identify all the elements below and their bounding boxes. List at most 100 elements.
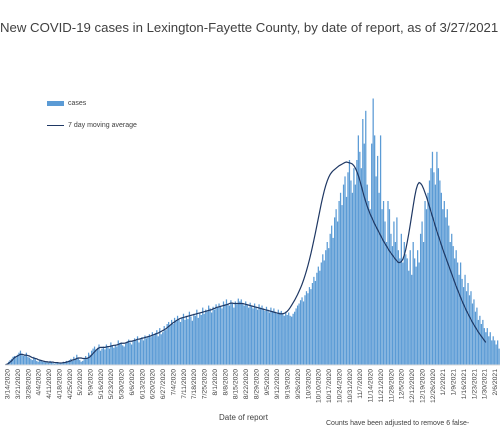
x-tick-label: 10/3/2020	[305, 369, 312, 399]
bar-cases	[323, 260, 325, 365]
bar-cases	[211, 312, 213, 365]
bar-cases	[363, 143, 365, 365]
bar-cases	[264, 310, 266, 365]
bar-cases	[197, 317, 199, 365]
bar-cases	[391, 246, 394, 365]
bar-cases	[222, 301, 225, 365]
bar-cases	[271, 310, 274, 365]
bar-cases	[385, 242, 388, 365]
bar-cases	[71, 360, 73, 365]
bar-cases	[381, 209, 383, 365]
bar-cases	[145, 338, 148, 365]
bar-cases	[451, 233, 453, 365]
bar-cases	[93, 346, 96, 365]
bar-cases	[117, 340, 119, 365]
bar-cases	[350, 180, 352, 365]
bar-cases	[242, 303, 244, 365]
legend-item-cases: cases	[47, 100, 86, 107]
bar-cases	[486, 328, 488, 365]
bar-cases	[267, 309, 269, 365]
bar-cases	[298, 303, 300, 365]
bar-cases	[289, 315, 291, 365]
bar-cases	[135, 340, 137, 365]
bar-cases	[253, 303, 256, 365]
bar-cases	[268, 312, 271, 365]
bar-cases	[277, 309, 279, 365]
bar-cases	[331, 225, 333, 365]
x-tick-label: 7/4/2020	[170, 369, 177, 396]
bar-cases	[144, 335, 146, 365]
bar-cases	[414, 258, 416, 365]
bar-cases	[125, 343, 127, 365]
bar-cases	[454, 258, 456, 365]
x-tick-label: 7/11/2020	[181, 369, 188, 399]
x-tick-label: 9/19/2020	[285, 369, 292, 399]
x-tick-label: 4/25/2020	[67, 369, 74, 399]
x-tick-label: 3/21/2020	[15, 369, 22, 399]
bar-cases	[368, 201, 370, 365]
bar-cases	[156, 330, 158, 365]
bar-cases	[443, 201, 445, 365]
bar-cases	[295, 308, 297, 365]
x-tick-label: 8/1/2020	[212, 369, 219, 396]
bar-cases	[424, 201, 426, 365]
bar-cases	[219, 306, 222, 365]
bar-cases	[378, 192, 380, 365]
bar-cases	[80, 361, 82, 365]
legend-item-moving-average: 7 day moving average	[47, 122, 137, 129]
bar-cases	[313, 276, 315, 365]
bar-cases	[67, 361, 69, 365]
bar-cases	[369, 209, 371, 365]
bar-cases	[342, 184, 345, 365]
x-axis-title: Date of report	[219, 413, 268, 422]
bar-cases	[387, 201, 389, 365]
bar-cases	[468, 295, 471, 365]
bar-cases	[170, 319, 173, 365]
bar-cases	[151, 332, 153, 365]
x-tick-labels: 3/14/2020 3/21/2020 3/28/2020 4/4/2020 4/11/…	[5, 369, 500, 403]
bar-cases	[237, 298, 239, 365]
x-tick-label: 12/5/2020	[399, 369, 406, 399]
bar-cases	[403, 242, 405, 365]
bar-cases	[322, 254, 324, 365]
bar-cases	[119, 343, 121, 365]
x-tick-label: 3/14/2020	[5, 369, 12, 399]
bar-cases	[334, 217, 336, 365]
bar-cases	[283, 315, 285, 365]
bar-cases	[411, 274, 413, 365]
bar-cases	[199, 312, 201, 365]
bar-cases	[442, 209, 444, 365]
bar-cases	[83, 358, 85, 365]
bar-cases	[274, 311, 276, 365]
bar-cases	[335, 209, 337, 365]
bar-cases	[360, 168, 362, 365]
x-tick-label: 6/6/2020	[129, 369, 136, 396]
bar-cases	[440, 192, 442, 365]
x-tick-label: 1/30/2021	[482, 369, 489, 399]
bar-cases	[193, 313, 195, 365]
bar-cases	[497, 340, 499, 365]
bar-cases	[421, 221, 423, 365]
bar-cases	[184, 319, 186, 365]
bar-cases	[165, 330, 167, 365]
bar-cases	[224, 304, 226, 365]
bar-cases	[296, 305, 299, 365]
bar-cases	[492, 336, 494, 365]
bar-cases	[18, 352, 20, 365]
bar-cases	[261, 305, 263, 365]
bar-cases	[218, 303, 220, 365]
bar-cases	[227, 303, 229, 365]
bar-cases	[236, 304, 238, 365]
bar-cases	[461, 278, 463, 365]
bar-cases	[270, 307, 272, 365]
bar-cases	[234, 301, 236, 365]
bar-cases	[365, 110, 367, 365]
bar-cases	[388, 209, 391, 365]
bar-cases	[372, 98, 374, 365]
x-tick-label: 3/28/2020	[25, 369, 32, 399]
bar-cases	[166, 324, 168, 365]
x-tick-label: 9/5/2020	[264, 369, 271, 396]
bar-cases	[485, 332, 487, 365]
bar-cases	[452, 246, 454, 365]
